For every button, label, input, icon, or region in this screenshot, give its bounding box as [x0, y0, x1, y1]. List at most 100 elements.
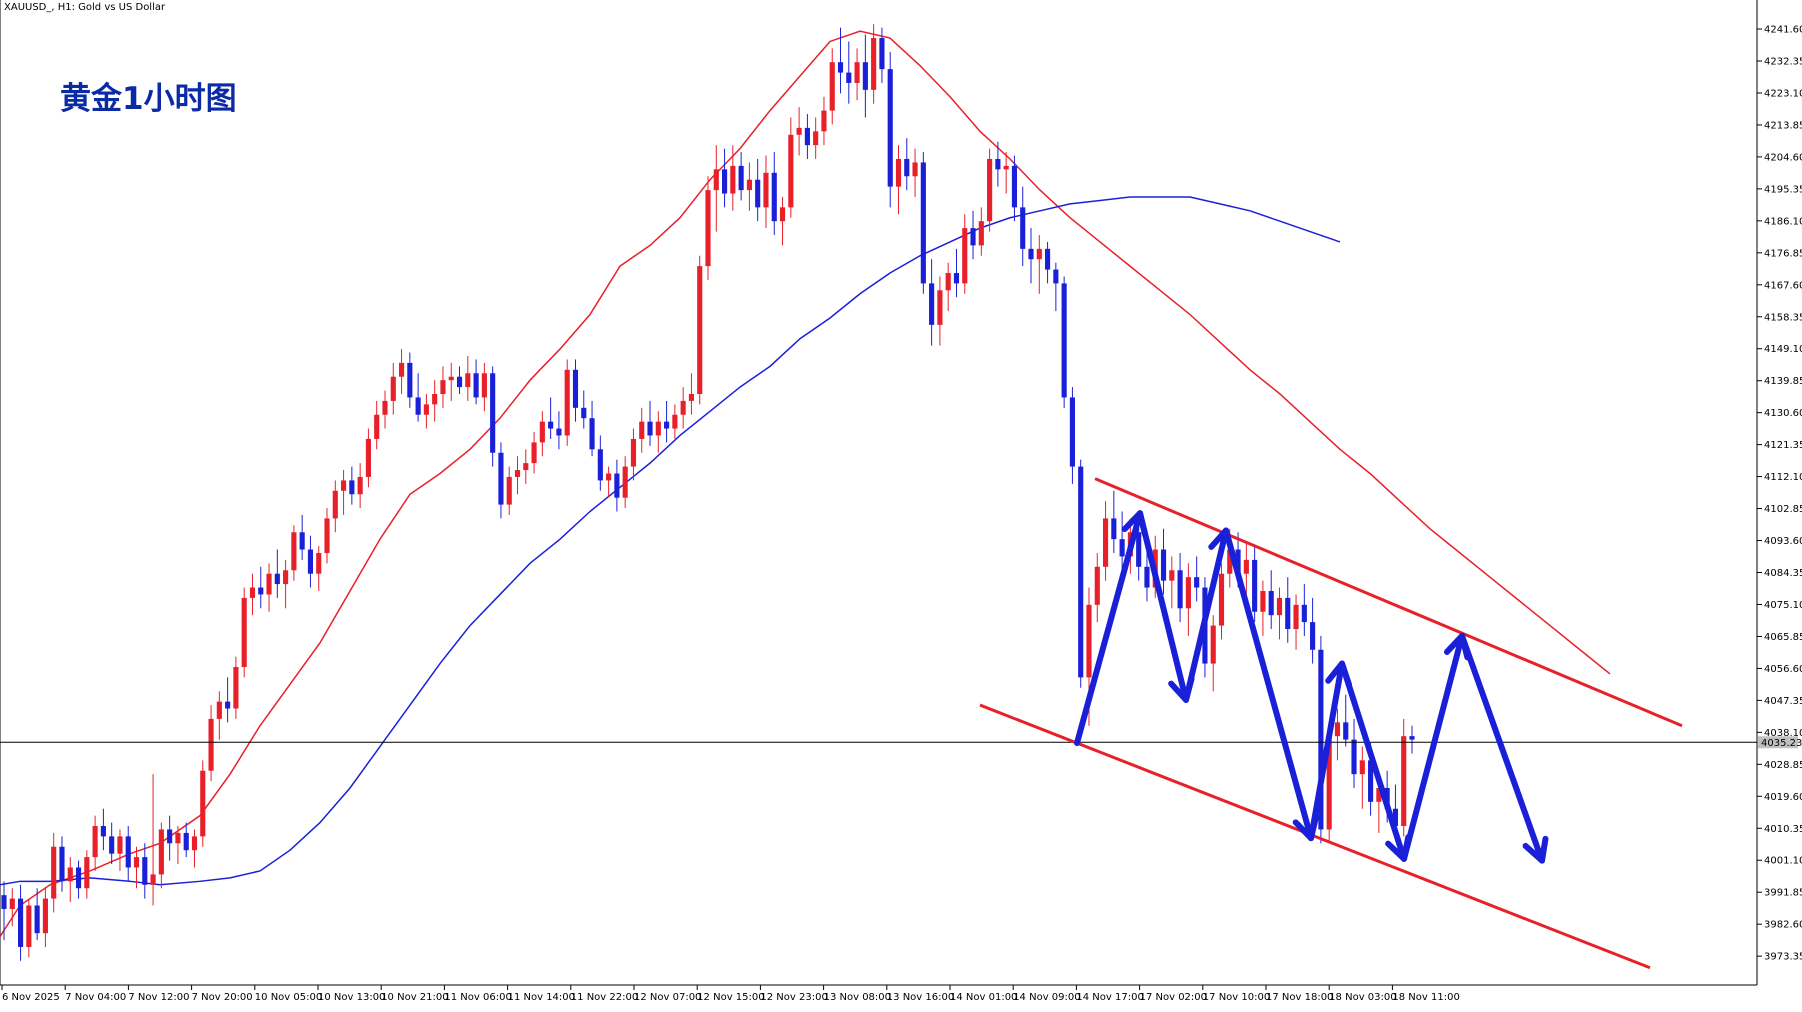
bull-candle-body: [365, 438, 371, 477]
bull-candle-body: [1036, 248, 1042, 260]
bull-candle-body: [788, 134, 794, 208]
bull-candle-body: [912, 162, 918, 177]
bear-candle-body: [1144, 566, 1150, 588]
price-tick-label: 4047.35: [1764, 696, 1802, 707]
bear-candle-body: [1053, 269, 1059, 284]
overlay-title: 黄金1小时图: [60, 81, 237, 117]
bear-candle-body: [1343, 722, 1349, 740]
bear-candle-body: [664, 421, 670, 429]
bull-candle-body: [42, 898, 48, 934]
bull-candle-body: [249, 587, 256, 598]
bull-candle-body: [423, 404, 429, 415]
time-tick-label: 17 Nov 02:00: [1140, 992, 1207, 1003]
price-tick-label: 4065.85: [1764, 632, 1802, 643]
bear-candle-body: [349, 480, 355, 495]
price-tick-label: 4038.10: [1764, 728, 1802, 739]
bull-candle-body: [324, 518, 330, 553]
time-tick-label: 11 Nov 06:00: [444, 992, 511, 1003]
price-tick-label: 4167.60: [1764, 280, 1802, 291]
bear-candle-body: [887, 69, 893, 187]
bear-candle-body: [597, 449, 603, 481]
channel-upper-line: [1094, 477, 1683, 728]
bull-candle-body: [1243, 559, 1249, 574]
bull-candle-body: [1401, 736, 1407, 827]
annotations: [979, 477, 1683, 970]
bear-candle-body: [407, 362, 413, 398]
bull-candle-body: [291, 532, 297, 571]
projection-arrow-head: [1522, 835, 1549, 864]
bull-candle-body: [332, 490, 338, 519]
candles: [1, 24, 1415, 961]
bull-candle-body: [746, 179, 752, 191]
bull-candle-body: [1003, 165, 1009, 170]
bear-candle-body: [879, 38, 885, 70]
bull-candle-body: [191, 836, 198, 851]
bull-candle-body: [796, 127, 802, 135]
bull-candle-body: [133, 857, 140, 868]
bull-candle-body: [465, 373, 471, 388]
time-axis: 6 Nov 2025 7 Nov 04:00 7 Nov 12:00 7 Nov 20…: [1, 985, 1460, 1003]
projection-arrow-shaft: [1137, 510, 1189, 703]
bull-candle-body: [813, 131, 819, 146]
price-tick-label: 4102.85: [1764, 504, 1802, 515]
bear-candle-body: [1061, 283, 1067, 398]
bear-candle-body: [125, 836, 131, 868]
bear-candle-body: [589, 418, 595, 450]
bear-candle-body: [755, 179, 761, 208]
bear-candle-body: [299, 532, 305, 550]
price-tick-label: 3991.85: [1764, 888, 1802, 899]
bear-candle-body: [862, 62, 868, 90]
bull-candle-body: [606, 473, 612, 481]
bull-candle-body: [655, 421, 661, 436]
price-tick-label: 4112.10: [1764, 472, 1802, 483]
bear-candle-body: [75, 867, 82, 889]
bear-candle-body: [548, 421, 554, 429]
bear-candle-body: [581, 407, 587, 419]
bull-candle-body: [630, 438, 637, 467]
bull-candle-body: [26, 905, 32, 947]
bear-candle-body: [225, 701, 231, 709]
bull-candle-body: [357, 476, 363, 495]
price-tick-label: 4121.35: [1764, 440, 1802, 451]
bull-candle-body: [730, 165, 736, 194]
bear-candle-body: [771, 172, 777, 222]
bear-candle-body: [183, 832, 189, 851]
bull-candle-body: [1293, 604, 1299, 630]
bear-candle-body: [804, 127, 810, 146]
bear-candle-body: [1028, 248, 1034, 260]
bear-candle-body: [1160, 549, 1167, 581]
price-tick-label: 4084.35: [1764, 568, 1802, 579]
bear-candle-body: [1194, 577, 1200, 588]
bear-candle-body: [995, 158, 1001, 170]
bull-candle-body: [705, 190, 711, 267]
bull-candle-body: [341, 480, 347, 491]
current-price-label: 4035.23: [1761, 738, 1802, 749]
bear-candle-body: [1310, 622, 1316, 650]
time-tick-label: 17 Nov 10:00: [1203, 992, 1270, 1003]
bear-candle-body: [721, 169, 728, 194]
bull-candle-body: [84, 857, 90, 889]
bull-candle-body: [432, 394, 438, 405]
projection-arrow-shaft: [1183, 527, 1229, 703]
price-tick-label: 4241.60: [1764, 25, 1802, 36]
bull-candle-body: [531, 442, 537, 464]
bull-candle-body: [713, 169, 719, 191]
price-tick-label: 4130.60: [1764, 408, 1802, 419]
time-tick-label: 10 Nov 13:00: [318, 992, 385, 1003]
bear-candle-body: [100, 826, 106, 837]
bull-candle-body: [241, 597, 247, 668]
bear-candle-body: [929, 283, 935, 325]
bear-candle-body: [1020, 207, 1026, 249]
bull-candle-body: [1376, 788, 1382, 802]
bull-candle-body: [1185, 577, 1191, 609]
bull-candle-body: [216, 701, 222, 719]
time-tick-label: 18 Nov 11:00: [1392, 992, 1459, 1003]
price-tick-label: 4019.60: [1764, 792, 1802, 803]
bear-candle-body: [1351, 739, 1357, 775]
bear-candle-body: [1045, 248, 1051, 270]
bear-candle-body: [1301, 604, 1307, 623]
moving-average-fast: [0, 30, 1611, 938]
